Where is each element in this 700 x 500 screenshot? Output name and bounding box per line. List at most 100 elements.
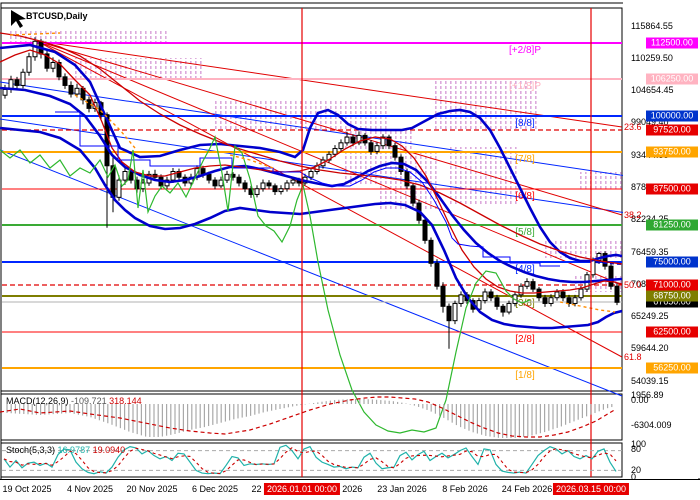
price-axis-tick: 99049.40 [631,117,669,127]
murrey-label: [7/8] [515,154,535,165]
price-level-badge: 112500.00 [646,37,698,49]
candle-body [134,179,140,190]
stoch-pane [2,444,622,475]
price-level-badge: 87500.00 [646,183,698,195]
macd-value-signal: 318.144 [109,396,142,406]
candle-body [20,71,26,86]
fib-fan-ray-38.2[interactable] [36,40,623,216]
fib-fan-label: 50.0 [624,280,642,290]
candle-body [374,145,380,152]
dotted-zone [577,172,623,190]
donchian-step [55,111,560,267]
macd-indicator-label: MACD(12,26,9) -109.721 318.144 [6,396,142,406]
macd-pane [0,396,617,438]
price-level-badge: 106250.00 [646,73,698,85]
stoch-d-line [3,447,617,475]
time-axis-label: 4 Nov 2025 [66,484,114,494]
candle-body [434,262,440,287]
dotted-zone [434,80,540,130]
time-axis-label: 8 Feb 2026 [442,484,488,494]
price-axis-tick: 82234.25 [631,214,669,224]
candle-body [368,142,374,152]
murrey-label: [+2/8]P [509,45,541,56]
price-axis[interactable]: 115864.55110259.50104654.4599049.4093444… [623,0,700,482]
sr-lines [2,129,622,286]
candle-body [2,88,8,96]
highlighted-date-badge: 2026.01.01 00:00 [263,483,341,495]
green-oscillator [0,135,531,434]
sar-dashes-1 [9,32,61,36]
candle-body [386,136,392,147]
candle-body [608,265,614,287]
price-level-badge: 68750.00 [646,290,698,302]
candle-body [284,182,290,190]
candle-body [218,179,224,187]
candle-body [242,182,248,190]
candle-body [392,145,398,158]
price-level-badge: 100000.00 [646,110,698,122]
price-axis-tick: 80 [631,444,642,454]
support-line[interactable] [0,149,623,397]
stoch-indicator-label: Stoch(5,3,3) 16.9787 19.0940 [6,445,125,455]
murrey-label: [1/8] [515,370,535,381]
sar-dashes-4 [559,301,616,313]
candle-body [572,297,578,304]
candle-body [308,171,314,178]
candle-body [578,288,584,299]
price-level-badge: 81250.00 [646,219,698,231]
price-axis-tick: 59644.20 [631,343,669,353]
candle-body [212,179,218,187]
candle-body [440,285,446,307]
candle-body [170,171,176,181]
time-axis-label: 24 Feb 2026 [501,484,553,494]
candle-body [116,179,122,198]
candle-body [482,291,488,302]
candle-body [410,185,416,204]
candle-body [356,134,362,144]
murrey-label: [2/8] [515,334,535,345]
price-axis-tick: 0 [631,472,637,482]
murrey-label: [8/8] [515,118,535,129]
fib-fan-label: 61.8 [624,352,642,362]
price-axis-tick: 65249.25 [631,311,669,321]
candle-body [32,40,38,58]
time-axis[interactable]: 19 Oct 2025 4 Nov 2025 20 Nov 2025 6 Dec 20… [0,479,700,500]
stoch-name: Stoch(5,3,3) [6,445,56,455]
candle-body [254,188,260,195]
price-axis-tick: 100 [631,439,647,449]
candle-body [488,291,494,299]
murrey-label: [+1/8]P [509,81,541,92]
fib-fan-label: 38.2 [624,210,642,220]
sar-dashes-3 [229,154,274,169]
fib-fan-ray-61.8[interactable] [36,40,623,358]
overlay-curves [0,32,623,434]
candle-body [236,176,242,184]
fib-fan-ray-23.6[interactable] [36,40,623,128]
candle-body [536,288,542,299]
fib-fan-ray-50.0[interactable] [36,40,623,286]
price-axis-tick: 115864.55 [631,21,673,31]
time-axis-label: 19 Oct 2025 [2,484,52,494]
candle-body [278,188,284,193]
cursor-arrow-icon [11,10,26,28]
dotted-zone [448,147,520,205]
price-level-badge: 56250.00 [646,362,698,374]
macd-value-main: -109.721 [71,396,107,406]
candle-body [446,305,452,322]
price-axis-tick: 0.00 [631,395,649,405]
murrey-label: [3/8] [515,298,535,309]
price-level-badge: 62500.00 [646,326,698,338]
sr-price-badge: 97520.00 [646,124,698,136]
time-axis-label: 20 Nov 2025 [126,484,178,494]
candle-body [74,87,80,95]
macd-name: MACD(12,26,9) [6,396,69,406]
fib-fan [36,40,623,358]
candle-body [230,173,236,178]
candle-body [206,173,212,181]
highlighted-date-badge: 2026.03.15 00:00 [552,483,630,495]
candle-body [272,185,278,193]
candle-body [350,136,356,144]
stoch-value-d: 19.0940 [92,445,126,455]
